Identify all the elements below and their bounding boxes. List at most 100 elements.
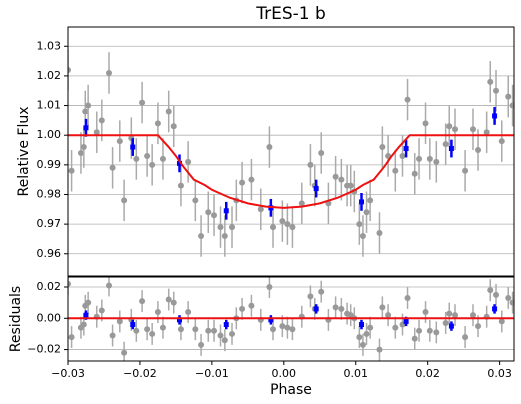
data-point [422, 120, 429, 127]
binned-point [492, 306, 498, 312]
data-point [376, 230, 383, 237]
data-point [483, 129, 490, 136]
binned-point [492, 113, 498, 119]
x-tick-label: −0.03 [51, 367, 85, 380]
data-point [356, 334, 363, 341]
y-tick-label: 0.99 [37, 158, 62, 171]
data-point [139, 298, 146, 305]
data-point [217, 332, 224, 339]
data-point [359, 341, 366, 348]
y-axis-label: Relative Flux [16, 106, 32, 196]
y-tick-label: 0.02 [37, 280, 62, 293]
data-point [469, 312, 476, 319]
data-point [442, 141, 449, 148]
x-tick-label: −0.01 [195, 367, 229, 380]
data-point [177, 326, 184, 333]
data-point [144, 152, 151, 159]
binned-point [313, 306, 319, 312]
data-point [376, 346, 383, 353]
data-point [426, 155, 433, 162]
data-point [68, 334, 75, 341]
data-point [98, 117, 105, 124]
data-point [177, 182, 184, 189]
data-point [416, 155, 423, 162]
data-point [248, 176, 255, 183]
data-point [498, 318, 505, 325]
data-point [82, 108, 89, 115]
data-point [198, 341, 205, 348]
binned-point [403, 318, 409, 324]
binned-point [130, 322, 136, 328]
data-point [121, 349, 128, 356]
chart-title: TrES-1 b [255, 4, 326, 24]
data-point [121, 197, 128, 204]
data-point [116, 318, 123, 325]
data-point [149, 161, 156, 168]
data-point [505, 294, 512, 301]
data-point [452, 312, 459, 319]
data-point [68, 66, 71, 73]
data-point [133, 327, 140, 334]
data-point [154, 309, 161, 316]
binned-point [268, 317, 274, 323]
binned-point [223, 322, 229, 328]
data-point [211, 212, 218, 219]
data-point [165, 296, 172, 303]
data-point [426, 327, 433, 334]
data-point [338, 305, 345, 312]
data-point [356, 221, 363, 228]
y-tick-label: 0.97 [37, 217, 62, 230]
data-point [239, 179, 246, 186]
binned-point [177, 160, 182, 166]
binned-point [223, 208, 229, 214]
binned-point [130, 144, 136, 150]
data-point [165, 108, 172, 115]
data-point [379, 144, 386, 151]
data-point [106, 69, 113, 76]
data-point [404, 96, 411, 103]
data-point [332, 173, 339, 180]
data-point [85, 102, 92, 109]
binned-point [448, 323, 454, 329]
data-point [367, 197, 374, 204]
data-point [109, 332, 116, 339]
data-point [109, 164, 116, 171]
data-point [229, 224, 236, 231]
data-point [307, 161, 314, 168]
x-tick-label: 0.03 [487, 367, 512, 380]
data-point [307, 293, 314, 300]
data-point [279, 218, 286, 225]
data-point [229, 330, 236, 337]
data-point [509, 299, 514, 306]
x-tick-label: −0.02 [123, 367, 157, 380]
data-point [154, 120, 161, 127]
data-point [392, 167, 399, 174]
y-tick-label: 1.03 [37, 39, 62, 52]
data-point [475, 147, 482, 154]
data-point [266, 284, 273, 291]
data-point [217, 224, 224, 231]
data-point [239, 305, 246, 312]
data-point [211, 327, 218, 334]
data-point [462, 167, 469, 174]
data-point [93, 129, 100, 136]
data-point [298, 200, 305, 207]
data-point [332, 304, 339, 311]
data-point [411, 335, 418, 342]
data-point [509, 102, 514, 109]
data-point [462, 334, 469, 341]
binned-point [177, 317, 182, 323]
data-point [289, 224, 296, 231]
data-point [185, 158, 192, 165]
y-axis-label: Residuals [8, 286, 24, 352]
data-point [116, 138, 123, 145]
data-point [192, 326, 199, 333]
data-point [205, 327, 212, 334]
data-point [159, 155, 166, 162]
y-tick-label: 1.01 [37, 99, 62, 112]
data-point [270, 326, 277, 333]
data-point [85, 299, 92, 306]
data-point [270, 224, 277, 231]
data-point [289, 326, 296, 333]
data-point [77, 149, 84, 156]
